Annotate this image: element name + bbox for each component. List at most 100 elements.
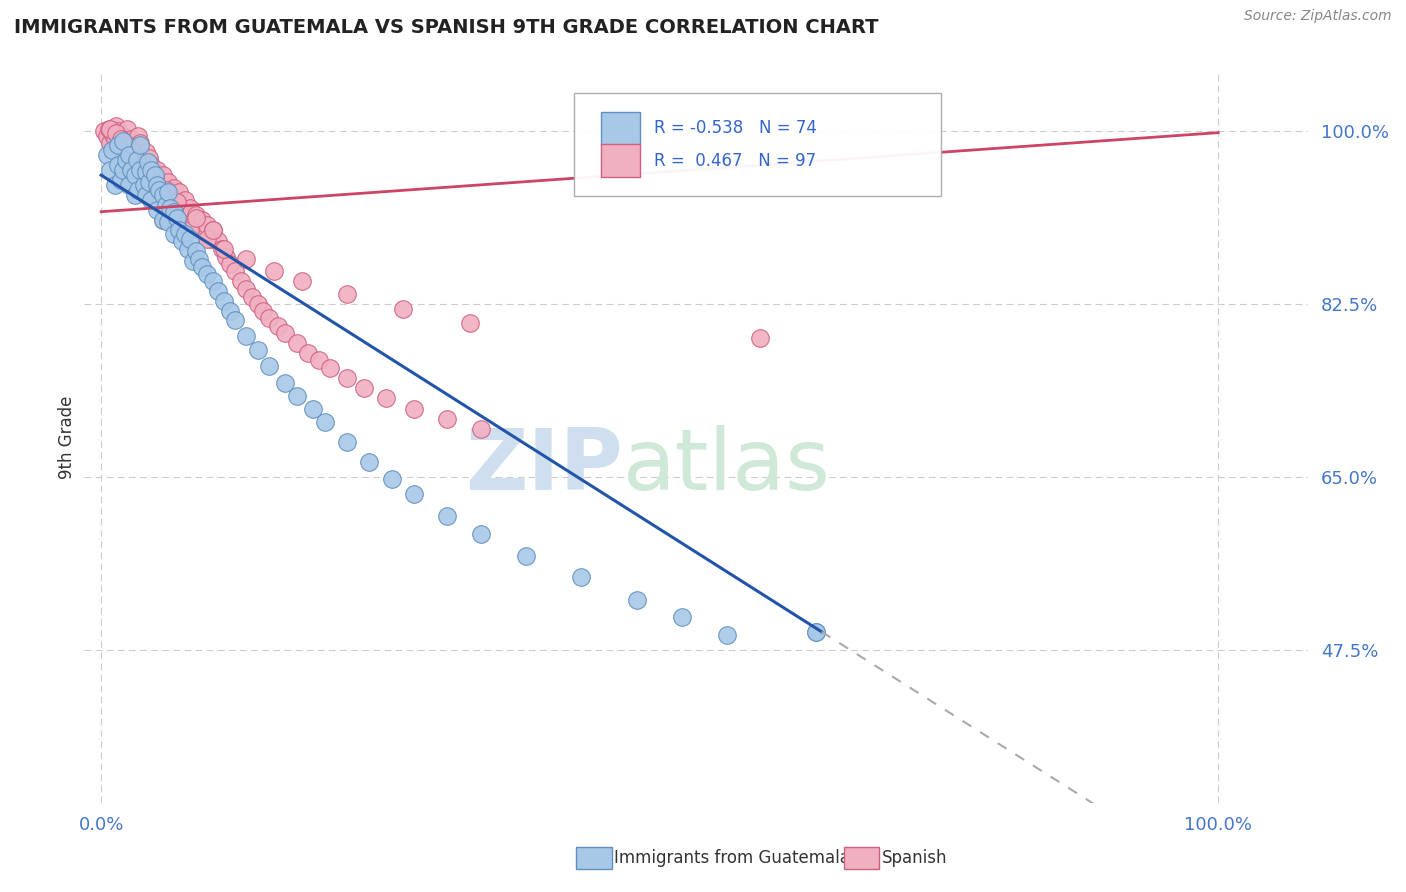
Point bbox=[211, 242, 233, 256]
Point bbox=[124, 138, 146, 153]
Text: Spanish: Spanish bbox=[882, 849, 948, 867]
Point bbox=[274, 376, 297, 390]
Point bbox=[215, 250, 238, 264]
Point bbox=[218, 257, 240, 271]
Point bbox=[671, 610, 693, 624]
Point bbox=[129, 163, 152, 178]
Point bbox=[146, 163, 169, 178]
Point bbox=[159, 191, 181, 205]
Point bbox=[626, 593, 648, 607]
Point bbox=[146, 178, 169, 192]
Point bbox=[96, 128, 118, 143]
Point bbox=[103, 131, 125, 145]
FancyBboxPatch shape bbox=[600, 145, 640, 177]
Point bbox=[291, 274, 314, 288]
Point bbox=[174, 227, 197, 242]
Point bbox=[157, 185, 180, 199]
Point bbox=[170, 235, 193, 249]
Point bbox=[120, 131, 142, 145]
Point bbox=[169, 222, 191, 236]
Point bbox=[285, 388, 308, 402]
Point bbox=[336, 371, 359, 385]
Point bbox=[195, 267, 218, 281]
Point bbox=[155, 198, 177, 212]
Point bbox=[135, 168, 157, 182]
Point bbox=[118, 148, 141, 162]
Point bbox=[224, 313, 246, 327]
Point bbox=[436, 412, 458, 426]
Point bbox=[152, 212, 174, 227]
Point bbox=[302, 402, 325, 417]
Point bbox=[110, 134, 132, 148]
Point bbox=[132, 158, 155, 172]
Point bbox=[107, 158, 129, 172]
Point bbox=[112, 134, 135, 148]
Point bbox=[308, 353, 330, 368]
Point bbox=[152, 188, 174, 202]
Point bbox=[129, 136, 152, 150]
Point bbox=[174, 193, 197, 207]
Point bbox=[402, 402, 425, 417]
Point bbox=[274, 326, 297, 341]
Point bbox=[402, 487, 425, 501]
Point bbox=[336, 286, 359, 301]
Point bbox=[252, 303, 274, 318]
Point bbox=[121, 145, 143, 160]
Point bbox=[96, 148, 118, 162]
Point bbox=[135, 165, 157, 179]
Point bbox=[515, 549, 537, 563]
Point bbox=[142, 175, 165, 189]
Point bbox=[141, 163, 163, 178]
Point bbox=[163, 227, 186, 242]
Point bbox=[336, 435, 359, 450]
Point bbox=[375, 391, 398, 405]
Point bbox=[184, 208, 207, 222]
Point bbox=[201, 222, 224, 236]
Point bbox=[141, 158, 163, 172]
Point bbox=[141, 193, 163, 207]
Point bbox=[184, 244, 207, 259]
Point bbox=[359, 455, 381, 469]
Point bbox=[218, 303, 240, 318]
Point bbox=[98, 136, 121, 150]
Point bbox=[124, 168, 146, 182]
Point bbox=[118, 178, 141, 192]
Point bbox=[118, 141, 141, 155]
Point bbox=[110, 173, 132, 187]
Text: R = -0.538   N = 74: R = -0.538 N = 74 bbox=[654, 120, 817, 137]
FancyBboxPatch shape bbox=[600, 112, 640, 145]
Point bbox=[159, 201, 181, 215]
Point bbox=[112, 163, 135, 178]
Point bbox=[571, 570, 593, 584]
Point bbox=[97, 121, 120, 136]
Point bbox=[114, 153, 136, 168]
Point bbox=[157, 214, 180, 228]
Point bbox=[188, 252, 211, 267]
Point bbox=[470, 527, 492, 541]
Point bbox=[804, 624, 827, 639]
Point bbox=[235, 252, 257, 267]
Point bbox=[132, 178, 155, 192]
Point bbox=[235, 282, 257, 296]
Point bbox=[246, 343, 269, 357]
Point bbox=[263, 264, 285, 278]
Point bbox=[138, 152, 160, 166]
Text: IMMIGRANTS FROM GUATEMALA VS SPANISH 9TH GRADE CORRELATION CHART: IMMIGRANTS FROM GUATEMALA VS SPANISH 9TH… bbox=[14, 18, 879, 37]
Point bbox=[93, 123, 115, 137]
Point bbox=[804, 624, 827, 639]
Point bbox=[179, 201, 201, 215]
Point bbox=[207, 284, 229, 298]
Point bbox=[257, 311, 280, 326]
Point bbox=[166, 198, 188, 212]
Point bbox=[110, 131, 132, 145]
Point bbox=[163, 204, 186, 219]
Point bbox=[177, 242, 200, 256]
Point bbox=[125, 148, 148, 162]
FancyBboxPatch shape bbox=[574, 94, 941, 195]
Text: atlas: atlas bbox=[623, 425, 831, 508]
Point bbox=[155, 183, 177, 197]
Point bbox=[152, 168, 174, 182]
Point bbox=[112, 145, 135, 160]
Point bbox=[107, 138, 129, 153]
Point bbox=[127, 128, 149, 143]
